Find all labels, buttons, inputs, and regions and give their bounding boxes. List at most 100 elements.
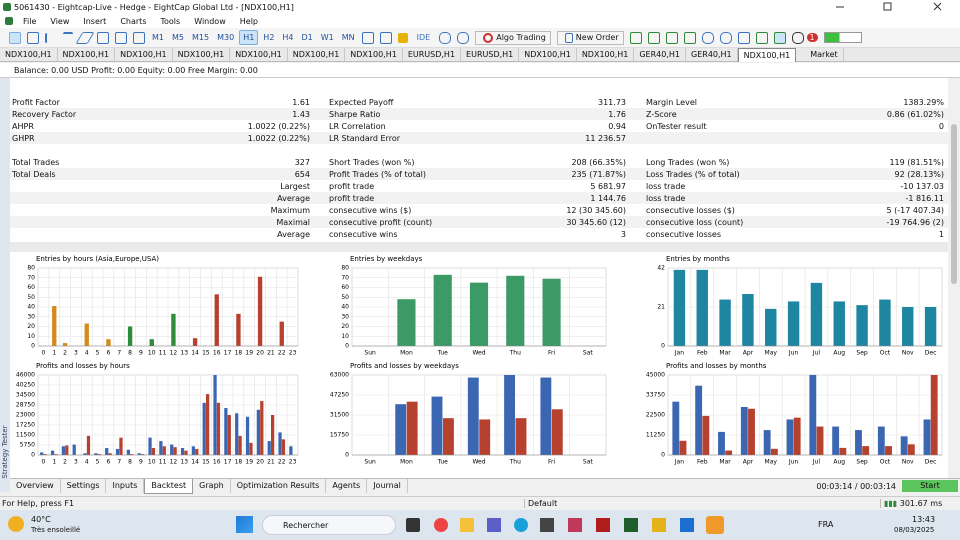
chart-shift[interactable]	[773, 31, 786, 44]
edge[interactable]	[514, 518, 528, 532]
timeframe-button[interactable]: MN	[341, 33, 355, 42]
search-box[interactable]: Rechercher	[262, 515, 396, 535]
chart-tab[interactable]: NDX100,H1	[288, 48, 346, 61]
stat-label: consecutive wins	[329, 230, 398, 239]
line-chart[interactable]	[683, 31, 696, 44]
tester-tab[interactable]: Inputs	[106, 479, 145, 493]
explorer[interactable]	[460, 518, 474, 532]
chrome[interactable]	[434, 518, 448, 532]
app-3[interactable]	[624, 518, 638, 532]
stat-label: Recovery Factor	[12, 110, 77, 119]
algo-trading-button[interactable]: Algo Trading	[475, 30, 551, 45]
bars[interactable]	[647, 31, 660, 44]
chart-tab[interactable]: NDX100,H1	[230, 48, 288, 61]
menu-item[interactable]: Charts	[120, 16, 147, 26]
candles[interactable]	[665, 31, 678, 44]
chart-tab[interactable]: NDX100,H1	[519, 48, 577, 61]
timeframe-button[interactable]: M30	[217, 33, 235, 42]
chart-tab[interactable]: NDX100,H1	[737, 47, 797, 62]
market-tab[interactable]: Market	[796, 48, 844, 61]
chart-tab[interactable]: NDX100,H1	[577, 48, 635, 61]
tester-tab[interactable]: Backtest	[144, 478, 194, 494]
teams[interactable]	[487, 518, 501, 532]
close[interactable]	[933, 2, 942, 11]
hline-tool[interactable]	[63, 31, 73, 44]
trend-tool[interactable]	[75, 31, 95, 44]
scroll-thumb[interactable]	[951, 124, 957, 284]
app-4[interactable]	[652, 518, 666, 532]
chart-tab[interactable]: EURUSD,H1	[461, 48, 520, 61]
weather-icon[interactable]	[8, 516, 24, 532]
shapes-tool[interactable]	[133, 31, 145, 44]
menu-item[interactable]: Insert	[83, 16, 107, 26]
menu-item[interactable]: Help	[239, 16, 258, 26]
language[interactable]: FRA	[818, 520, 834, 529]
search[interactable]	[791, 31, 804, 44]
text-tool[interactable]	[115, 31, 127, 44]
tester-tab[interactable]: Agents	[326, 479, 368, 493]
app-1[interactable]	[568, 518, 582, 532]
scrollbar[interactable]	[948, 78, 960, 478]
crosshair-tool[interactable]	[27, 31, 39, 44]
menu-item[interactable]: File	[23, 16, 37, 26]
timeframe-button[interactable]: H4	[282, 33, 294, 42]
taskbar: 40°C Très ensoleillé Rechercher FRA 13:4…	[0, 510, 960, 540]
ide-button[interactable]: IDE	[416, 33, 431, 42]
channel-tool[interactable]	[97, 31, 109, 44]
depth[interactable]	[629, 31, 642, 44]
new-order-button[interactable]: New Order	[556, 30, 624, 45]
store[interactable]	[540, 518, 554, 532]
timeframe-button[interactable]: M5	[172, 33, 184, 42]
stat-value: 1.61	[292, 98, 310, 107]
app-2[interactable]	[596, 518, 610, 532]
chart-tab[interactable]: NDX100,H1	[0, 48, 58, 61]
chart-tab[interactable]: GER40,H1	[686, 48, 738, 61]
cursor-tool[interactable]	[9, 31, 21, 44]
stat-value: Average	[277, 194, 310, 203]
menu-item[interactable]: Window	[194, 16, 226, 26]
cloud[interactable]	[439, 31, 452, 44]
notification-badge[interactable]: 1	[806, 33, 818, 42]
tester-tab[interactable]: Graph	[193, 479, 231, 493]
chart-tab[interactable]: NDX100,H1	[173, 48, 231, 61]
app-5[interactable]	[680, 518, 694, 532]
window-controls[interactable]	[824, 2, 954, 12]
stat-label: consecutive losses	[646, 230, 722, 239]
chart-tab[interactable]: NDX100,H1	[58, 48, 116, 61]
maximize[interactable]	[883, 2, 892, 11]
tester-tab[interactable]: Optimization Results	[231, 479, 327, 493]
timeframe-button[interactable]: H2	[263, 33, 275, 42]
menu-item[interactable]: Tools	[160, 16, 181, 26]
stat-value: 119 (81.51%)	[889, 158, 944, 167]
task-view[interactable]	[406, 518, 420, 532]
vline-tool[interactable]	[45, 32, 57, 43]
app-6[interactable]	[706, 516, 724, 534]
timeframe-button[interactable]: D1	[301, 33, 313, 42]
autoscroll[interactable]	[755, 31, 768, 44]
tester-tab[interactable]: Journal	[367, 479, 408, 493]
signals[interactable]	[457, 31, 470, 44]
side-label: Strategy Tester	[1, 425, 9, 479]
chart-tab[interactable]: GER40,H1	[634, 48, 686, 61]
chart-tab[interactable]: NDX100,H1	[115, 48, 173, 61]
timeframe-button[interactable]: M1	[152, 33, 164, 42]
tester-tab[interactable]: Settings	[61, 479, 107, 493]
stat-value: Largest	[280, 182, 310, 191]
timeframe-button[interactable]: W1	[320, 33, 334, 42]
menu-icon	[5, 17, 13, 25]
start-menu[interactable]	[236, 516, 253, 533]
coin[interactable]	[397, 32, 408, 43]
start-button[interactable]: Start	[902, 480, 958, 492]
stat-value: 235 (71.87%)	[571, 170, 626, 179]
chart-tab[interactable]: EURUSD,H1	[403, 48, 462, 61]
indicators[interactable]	[361, 31, 374, 44]
chart-tab[interactable]: NDX100,H1	[345, 48, 403, 61]
zoom-out[interactable]	[719, 31, 732, 44]
zoom-in[interactable]	[701, 31, 714, 44]
grid-toggle[interactable]	[737, 31, 750, 44]
menu-item[interactable]: View	[50, 16, 70, 26]
timeframe-button[interactable]: M15	[192, 33, 210, 42]
timeframe-button[interactable]: H1	[239, 30, 259, 45]
templates[interactable]	[379, 31, 392, 44]
tester-tab[interactable]: Overview	[10, 479, 61, 493]
